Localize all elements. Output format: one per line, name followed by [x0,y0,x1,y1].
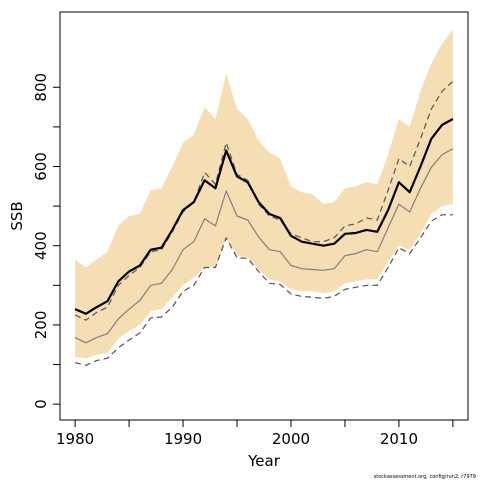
x-tick-label-2000: 2000 [272,430,310,448]
confidence-band [75,29,453,359]
y-axis: 0 200 400 600 800 [32,73,60,409]
y-tick-label-200: 200 [32,311,50,340]
x-axis: 1980 1990 2000 2010 [56,420,454,448]
y-tick-label-600: 600 [32,152,50,181]
y-tick-label-400: 400 [32,231,50,260]
plot-marks [74,29,454,366]
series-line-median [74,148,454,344]
x-tick-label-2010: 2010 [380,430,418,448]
plot-frame [59,11,469,421]
series-line-dashed-lower [74,214,453,366]
y-tick-label-800: 800 [32,73,50,102]
credit-text: stockassessment.org, config/run2, r7979 [374,474,476,480]
x-tick-label-1980: 1980 [56,430,94,448]
y-tick-label-0: 0 [32,399,50,409]
x-tick-label-1990: 1990 [164,430,202,448]
y-axis-title: SSB [8,201,26,230]
series-line-estimate [74,118,454,315]
x-axis-title: Year [247,452,281,470]
